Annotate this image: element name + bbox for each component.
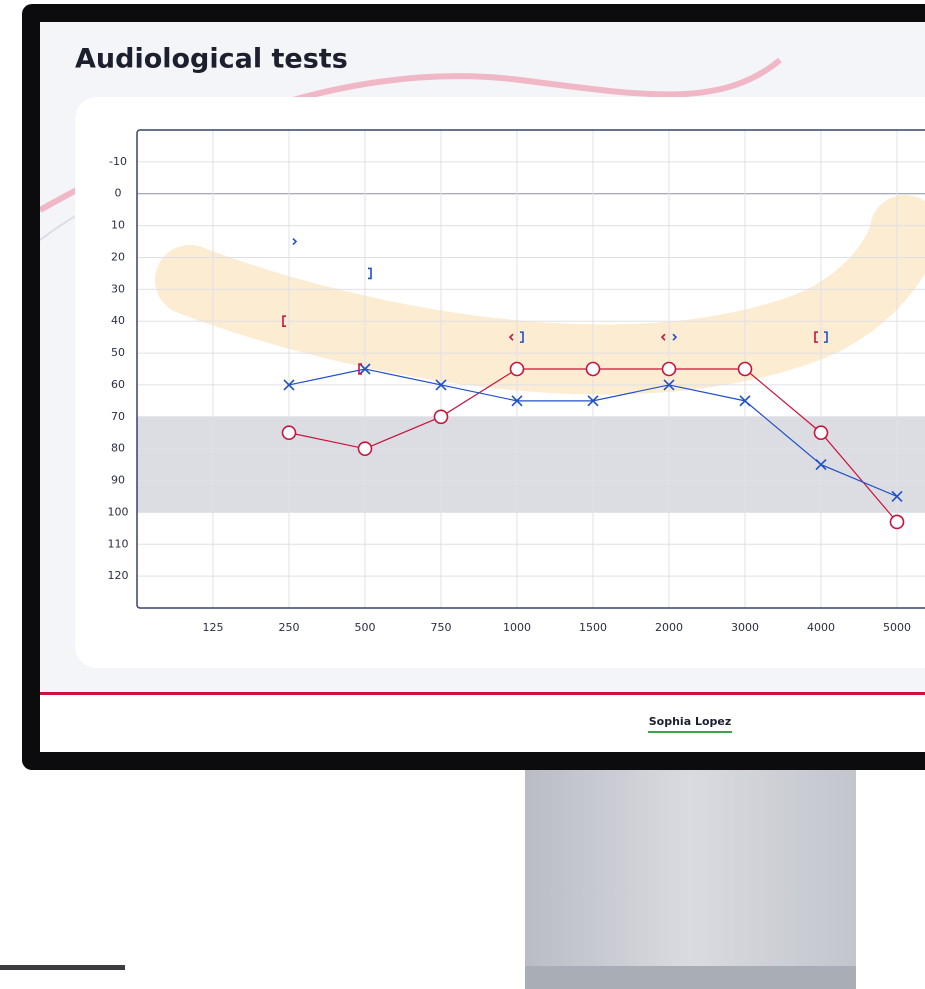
page: {"header": {"title": "Audiological tests… xyxy=(0,0,925,989)
stand-base xyxy=(525,966,856,989)
user-underline xyxy=(648,731,732,733)
y-tick-label: 20 xyxy=(111,250,125,263)
y-tick-label: 10 xyxy=(111,219,125,232)
marker-circle xyxy=(587,363,600,376)
x-tick-label: 125 xyxy=(203,621,224,634)
x-tick-label: 3000 xyxy=(731,621,759,634)
x-tick-label: 1500 xyxy=(579,621,607,634)
y-tick-label: 80 xyxy=(111,442,125,455)
monitor-stand xyxy=(525,768,856,989)
x-tick-label: 500 xyxy=(355,621,376,634)
x-tick-label: 250 xyxy=(279,621,300,634)
footer xyxy=(40,695,925,752)
x-tick-label: 4000 xyxy=(807,621,835,634)
y-tick-label: 60 xyxy=(111,378,125,391)
marker-circle xyxy=(739,363,752,376)
footer-rule xyxy=(40,692,925,695)
marker-circle xyxy=(359,442,372,455)
y-tick-label: 50 xyxy=(111,346,125,359)
y-tick-label: 100 xyxy=(108,505,129,518)
marker-circle xyxy=(511,363,524,376)
y-tick-label: 110 xyxy=(108,537,129,550)
keyboard-edge xyxy=(0,965,125,970)
monitor-scene: Audiological tests Sophia Lopez 125 250 50… xyxy=(0,0,925,989)
y-tick-label: 30 xyxy=(111,282,125,295)
marker-circle xyxy=(891,515,904,528)
page-title: Audiological tests xyxy=(75,44,348,75)
x-tick-label: 1000 xyxy=(503,621,531,634)
y-tick-label: 40 xyxy=(111,314,125,327)
y-tick-label: 70 xyxy=(111,410,125,423)
marker-circle xyxy=(815,426,828,439)
y-tick-label: -10 xyxy=(109,155,127,168)
marker-circle xyxy=(435,410,448,423)
x-tick-label: 2000 xyxy=(655,621,683,634)
shaded-range xyxy=(137,417,925,513)
marker-circle xyxy=(663,363,676,376)
x-tick-label: 5000 xyxy=(883,621,911,634)
y-tick-label: 0 xyxy=(115,187,122,200)
marker-circle xyxy=(283,426,296,439)
y-tick-label: 90 xyxy=(111,474,125,487)
x-tick-label: 750 xyxy=(431,621,452,634)
y-tick-label: 120 xyxy=(108,569,129,582)
user-name[interactable]: Sophia Lopez xyxy=(649,715,732,728)
